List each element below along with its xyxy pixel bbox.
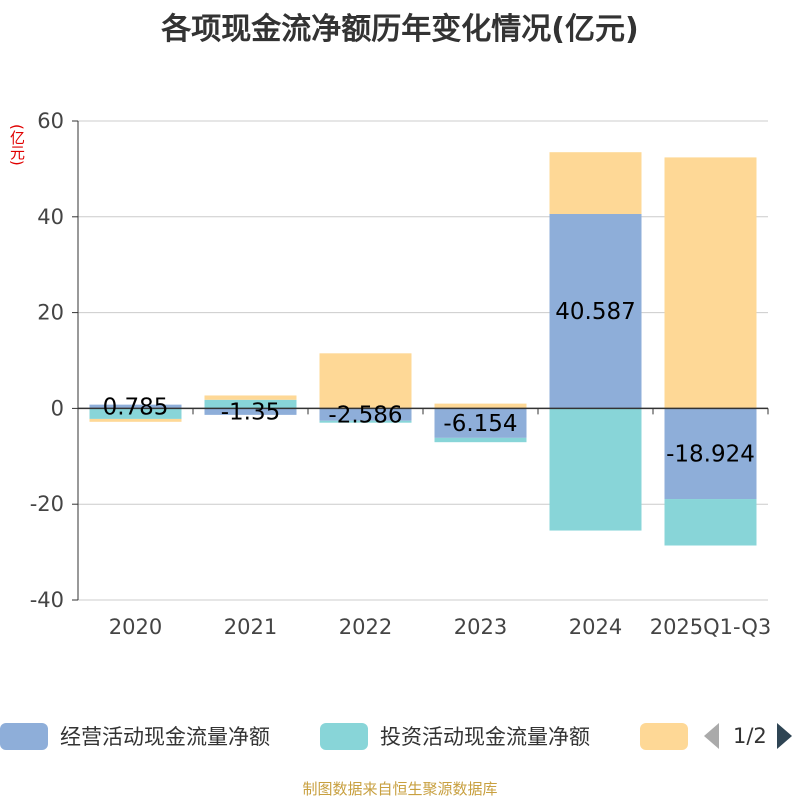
x-tick-label: 2020 xyxy=(109,615,162,639)
bar-series2-2022 xyxy=(319,353,412,409)
bar-series0-2023 xyxy=(434,408,527,438)
legend-next-page-icon[interactable] xyxy=(776,723,792,749)
data-source-note: 制图数据来自恒生聚源数据库 xyxy=(302,780,498,798)
legend-label-operating: 经营活动现金流量净额 xyxy=(60,725,270,749)
x-tick-label: 2024 xyxy=(569,615,622,639)
y-axis-unit-label: (亿元) xyxy=(8,124,26,166)
y-tick-label: 40 xyxy=(37,205,64,229)
bar-series1-2024 xyxy=(549,408,642,531)
bar-series1-2023 xyxy=(434,437,527,443)
legend-prev-page-icon[interactable] xyxy=(704,723,719,749)
y-tick-label: 60 xyxy=(37,109,64,133)
legend-swatch-financing xyxy=(640,722,688,750)
data-label: -1.35 xyxy=(221,400,281,426)
legend-swatch-operating xyxy=(0,722,48,750)
legend: 经营活动现金流量净额 投资活动现金流量净额 1/2 xyxy=(0,716,800,756)
legend-page-indicator: 1/2 xyxy=(733,724,767,748)
data-label: 40.587 xyxy=(555,299,635,325)
bar-series1-2020 xyxy=(89,408,182,419)
bar-series0-2024 xyxy=(549,213,642,409)
bar-series2-2020 xyxy=(89,418,182,422)
chart-title: 各项现金流净额历年变化情况(亿元) xyxy=(161,12,639,47)
legend-item-investing[interactable]: 投资活动现金流量净额 xyxy=(320,716,590,756)
x-tick-label: 2021 xyxy=(224,615,277,639)
y-tick-label: 0 xyxy=(51,396,64,420)
legend-label-investing: 投资活动现金流量净额 xyxy=(380,725,590,749)
y-tick-label: 20 xyxy=(37,301,64,325)
x-tick-label: 2025Q1-Q3 xyxy=(650,615,772,639)
bar-series1-2022 xyxy=(319,420,412,423)
data-label: -18.924 xyxy=(666,442,755,468)
bar-series0-2025Q1-Q3 xyxy=(664,408,757,500)
bar-series0-2021 xyxy=(204,408,297,415)
y-tick-label: -40 xyxy=(30,588,64,612)
x-tick-label: 2022 xyxy=(339,615,392,639)
bar-series2-2025Q1-Q3 xyxy=(664,157,757,409)
legend-item-operating[interactable]: 经营活动现金流量净额 xyxy=(0,716,270,756)
bar-series0-2022 xyxy=(319,408,412,421)
data-label: -2.586 xyxy=(328,403,402,429)
legend-swatch-investing xyxy=(320,722,368,750)
bar-series2-2023 xyxy=(434,403,527,409)
bar-series0-2020 xyxy=(89,404,182,409)
data-label: 0.785 xyxy=(103,395,169,421)
y-tick-label: -20 xyxy=(30,492,64,516)
bar-series1-2025Q1-Q3 xyxy=(664,499,757,546)
bar-series2-2021 xyxy=(204,395,297,400)
legend-pager: 1/2 xyxy=(704,716,792,756)
data-label: -6.154 xyxy=(443,411,517,437)
bar-series1-2021 xyxy=(204,399,297,409)
legend-item-financing[interactable] xyxy=(640,716,700,756)
bar-chart: -40 -20 0 20 40 60 2020 2021 2022 2023 2024 2025Q1-… xyxy=(30,109,772,639)
x-tick-label: 2023 xyxy=(454,615,507,639)
bar-series2-2024 xyxy=(549,152,642,214)
